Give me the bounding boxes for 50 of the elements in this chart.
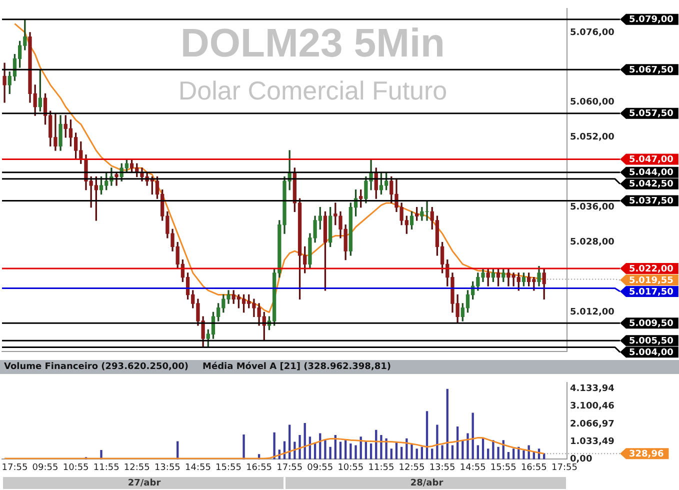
x-tick-label: 10:55	[338, 462, 364, 473]
ref-line-label: 5.004,00	[629, 348, 674, 358]
ref-line-label: 5.079,00	[629, 15, 674, 26]
y-tick-label: 0,00	[570, 454, 592, 465]
x-tick-label: 11:55	[368, 462, 394, 473]
chart-title: DOLM23 5Min	[180, 22, 445, 66]
text: 28/abr	[410, 478, 444, 488]
y-tick-label: 1.033,49	[570, 436, 614, 447]
text: 27/abr	[128, 478, 162, 488]
x-tick-label: 12:55	[398, 462, 425, 473]
x-tick-label: 15:55	[490, 462, 516, 473]
x-tick-label: 10:55	[62, 462, 89, 473]
y-tick-label: 5.036,00	[570, 202, 614, 213]
y-tick-label: 5.028,00	[570, 238, 614, 248]
x-tick-label: 17:55	[2, 462, 28, 473]
chart-subtitle: Média Móvel A [21] (328.962.398,81)	[202, 362, 392, 372]
ref-line-label: 5.044,00	[629, 168, 674, 178]
y-tick-label: 5.076,00	[570, 28, 614, 38]
x-tick-label: 13:55	[154, 462, 180, 473]
x-tick-label: 17:55	[276, 462, 303, 473]
x-tick-label: 12:55	[124, 462, 150, 473]
ref-line-label: 5.067,50	[629, 65, 674, 76]
ref-line-label: 5.005,50	[629, 336, 674, 347]
data-label: 328,96	[629, 449, 664, 460]
y-tick-label: 2.066,97	[570, 419, 614, 430]
x-tick-label: 11:55	[93, 462, 120, 473]
x-tick-label: 15:55	[216, 462, 242, 473]
y-tick-label: 5.012,00	[570, 308, 614, 318]
ref-line-label: 5.037,50	[629, 196, 674, 207]
ref-line-label: 5.022,00	[629, 264, 674, 274]
x-tick-label: 09:55	[307, 462, 334, 473]
ref-line-label: 5.009,50	[629, 319, 674, 330]
x-tick-label: 09:55	[32, 462, 58, 473]
x-tick-label: 13:55	[429, 462, 456, 473]
ref-line-label: 5.047,00	[629, 155, 674, 166]
x-tick-label: 17:55	[551, 462, 578, 473]
y-tick-label: 3.100,46	[570, 402, 614, 412]
ref-line-label: 5.017,50	[629, 287, 674, 298]
text: Dolar Comercial Futuro	[178, 76, 448, 106]
y-tick-label: 5.060,00	[570, 98, 614, 108]
ref-line-label: 5.042,50	[629, 180, 674, 190]
data-label: 5.019,55	[629, 276, 674, 286]
x-tick-label: 16:55	[520, 462, 547, 473]
ref-line-label: 5.057,50	[629, 109, 674, 120]
chart-title: Volume Financeiro (293.620.250,00)	[4, 362, 189, 372]
x-tick-label: 14:55	[185, 462, 211, 473]
x-tick-label: 14:55	[460, 462, 486, 473]
y-tick-label: 4.133,94	[570, 384, 614, 394]
y-tick-label: 5.052,00	[570, 132, 614, 143]
x-tick-label: 16:55	[246, 462, 272, 473]
